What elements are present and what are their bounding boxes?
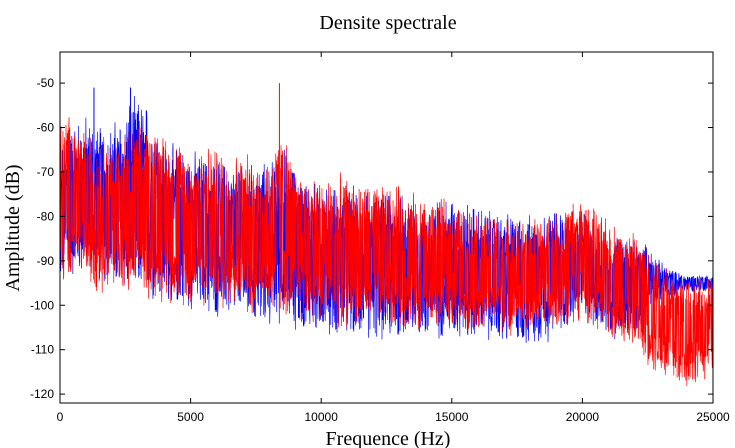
- y-axis-label: Amplitude (dB): [2, 164, 24, 291]
- x-tick-label: 20000: [566, 410, 600, 424]
- x-tick-label: 15000: [435, 410, 469, 424]
- y-tick-label: -70: [37, 165, 55, 179]
- x-tick-label: 25000: [696, 410, 730, 424]
- series-1-line: [60, 117, 713, 387]
- y-tick-label: -120: [30, 387, 54, 401]
- x-axis-label: Frequence (Hz): [326, 428, 451, 448]
- y-tick-label: -60: [37, 121, 55, 135]
- axes: 0 5000 10000 15000 20000 25000 -50 -60 -70 -80 -90…: [30, 51, 730, 424]
- x-tick-label: 5000: [177, 410, 204, 424]
- y-tick-label: -100: [30, 298, 54, 312]
- plot-frame: [59, 51, 714, 404]
- x-tick-label: 0: [57, 410, 64, 424]
- plot-area: [60, 83, 713, 387]
- chart-title: Densite spectrale: [319, 12, 456, 34]
- series-1-trace: [60, 117, 713, 387]
- y-tick-label: -80: [37, 209, 55, 223]
- y-tick-label: -110: [31, 343, 54, 357]
- y-tick-label: -50: [37, 76, 55, 90]
- x-tick-label: 10000: [305, 410, 339, 424]
- y-tick-label: -90: [37, 254, 55, 268]
